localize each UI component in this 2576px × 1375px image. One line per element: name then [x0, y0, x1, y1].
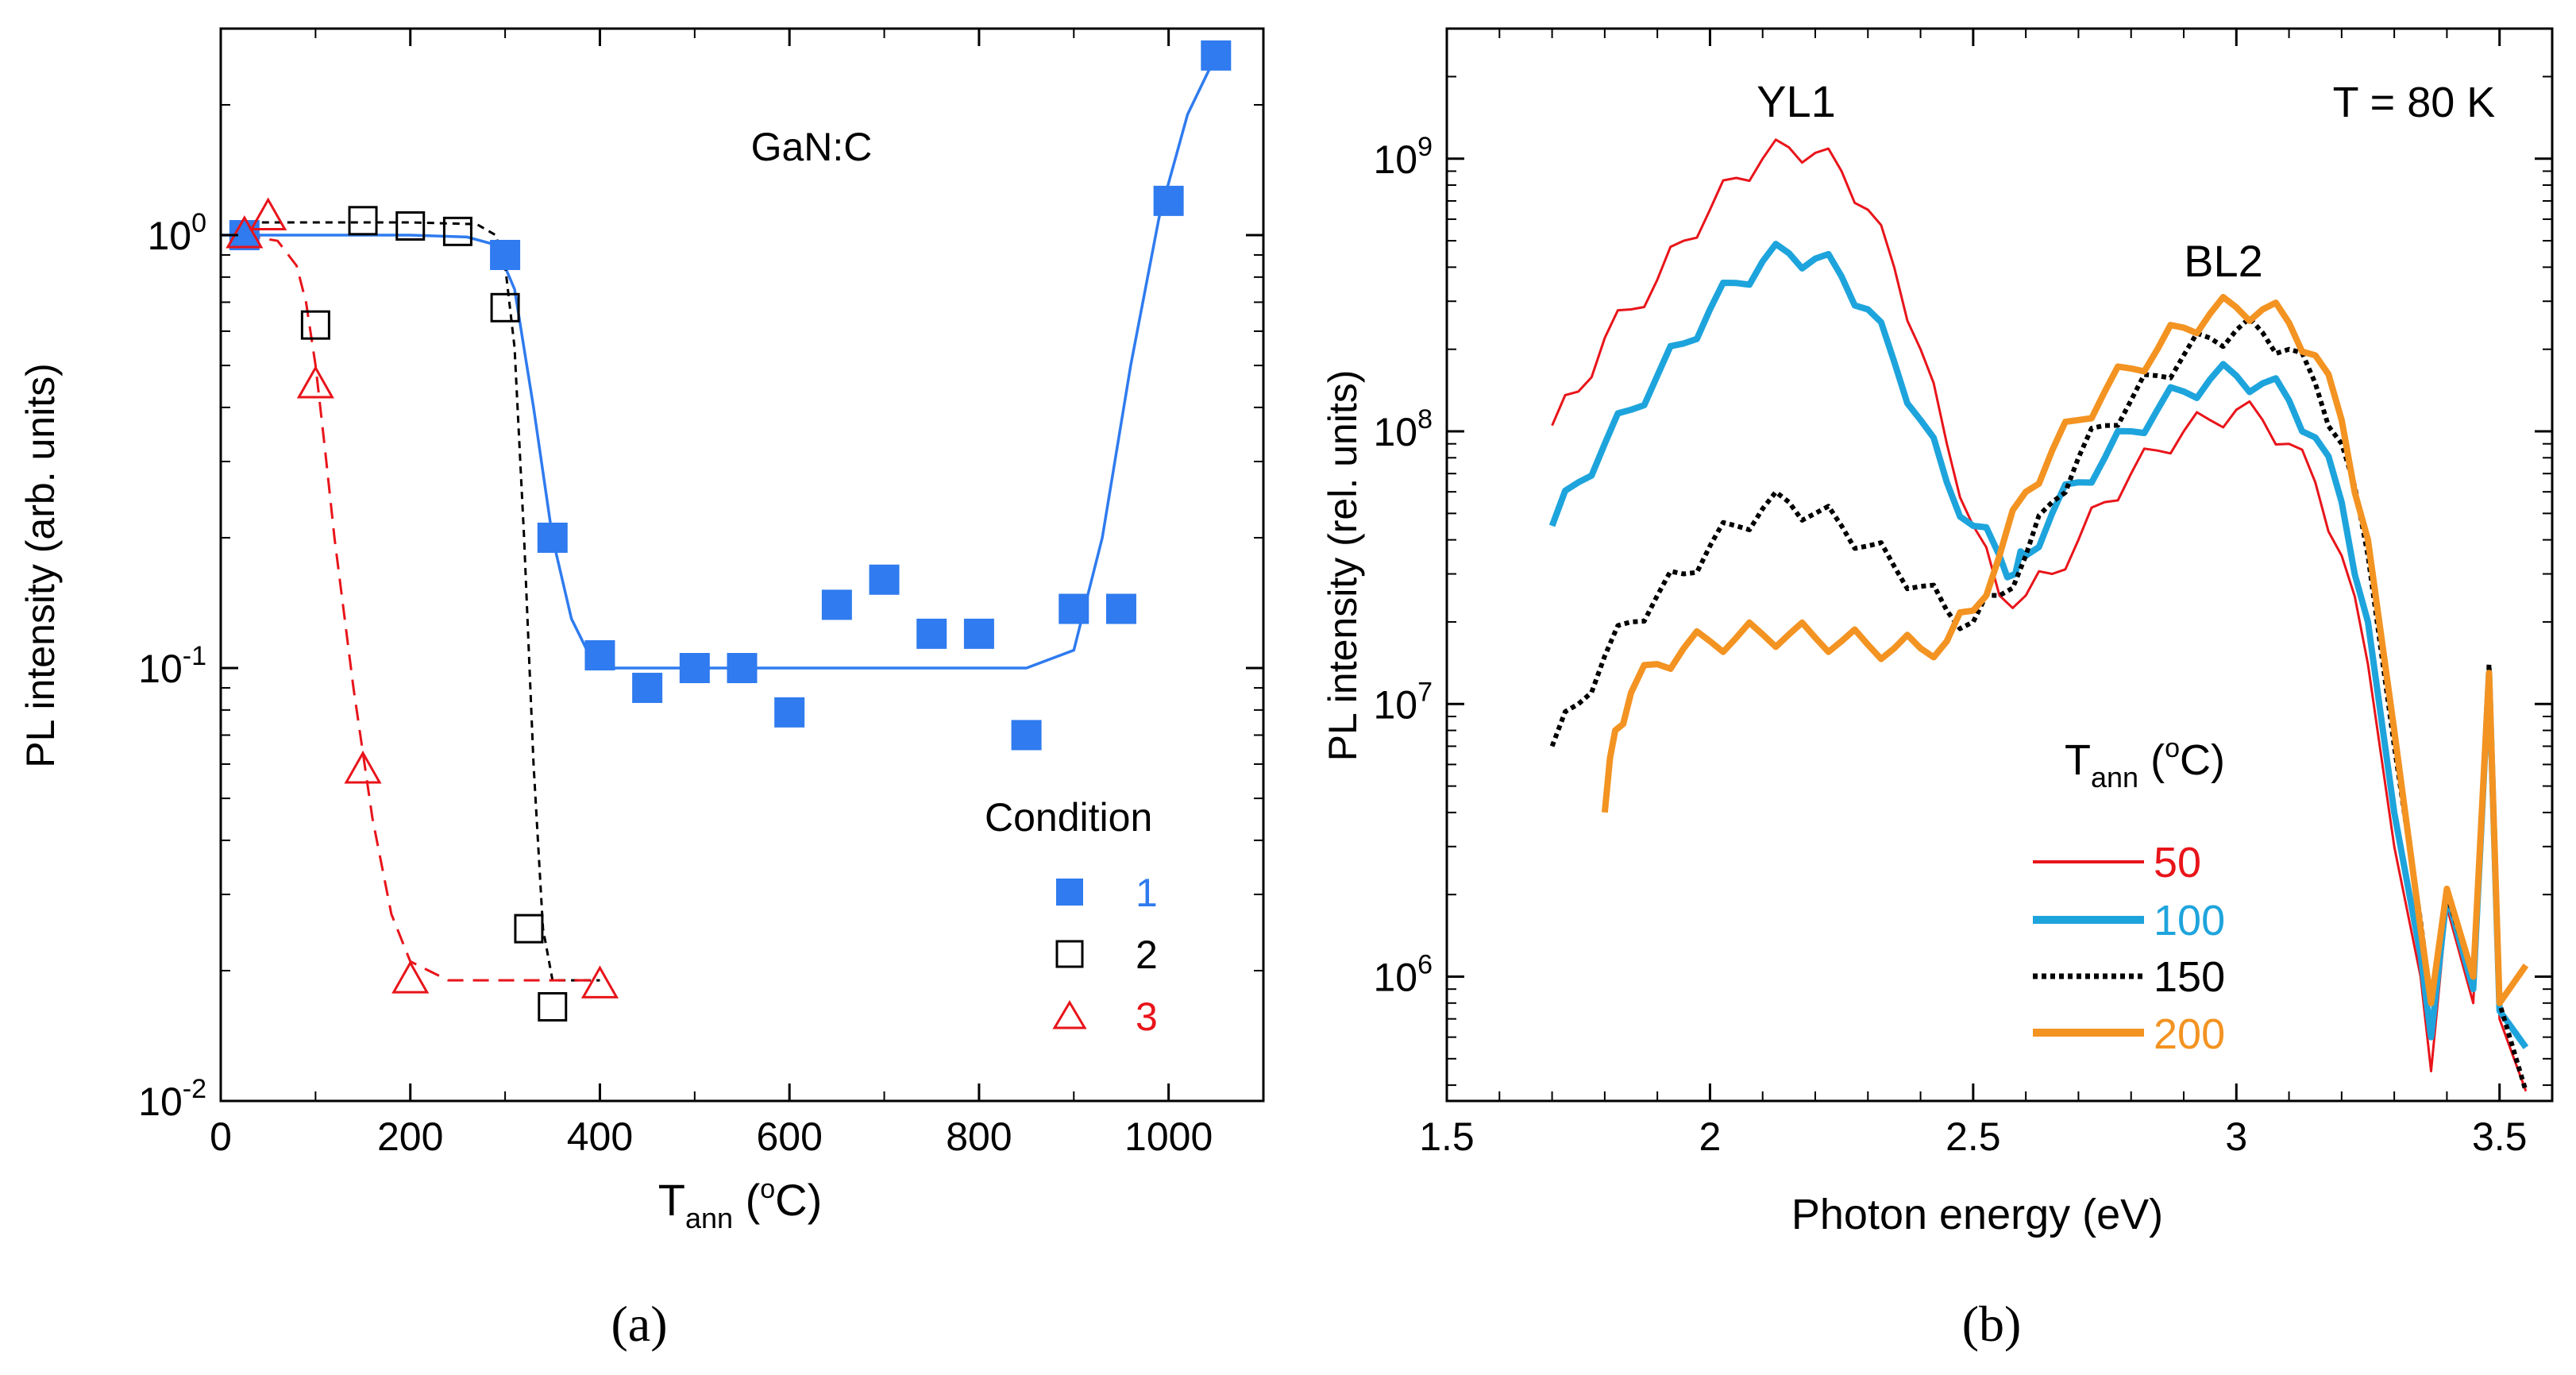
legend-label-3: 3	[1136, 995, 1158, 1039]
spectrum-line-100	[1548, 241, 2529, 1049]
legend-title-b: Tann (oC)	[2065, 733, 2225, 794]
panel-a-frame	[219, 27, 1265, 1103]
panel-b-y-ticks: 106 107 108 109	[1373, 28, 2552, 1087]
marker-series-2-5	[514, 913, 544, 944]
annotation-bl2: BL2	[2184, 236, 2263, 286]
marker-series-1-5	[679, 653, 710, 684]
x-tick-label-a-1000: 1000	[1124, 1114, 1213, 1159]
panel-b: 1.5 2 2.5 3 3.5 106 107 108 109 YL1 BL2 T = 80 …	[1321, 27, 2554, 1238]
marker-series-1-1	[490, 239, 521, 270]
x-tick-label-b-2-5: 2.5	[1945, 1114, 2001, 1159]
legend-marker-2	[1055, 940, 1084, 968]
legend-label-200: 200	[2154, 1010, 2225, 1058]
fit-line-series-2	[249, 221, 600, 982]
panel-b-x-ticks: 1.5 2 2.5 3 3.5	[1419, 29, 2527, 1159]
marker-series-2-4	[490, 292, 520, 323]
marker-series-1-8	[821, 589, 852, 620]
marker-series-1-6	[727, 653, 758, 684]
fit-line-series-1	[221, 55, 1217, 670]
spectrum-line-150	[1549, 315, 2528, 1092]
marker-series-3-5	[580, 965, 619, 998]
panel-a-annotation: GaN:C	[751, 125, 873, 169]
marker-series-2-2	[395, 210, 426, 241]
panel-a: 0 200 400 600 800 1000 10-2 10-1 100 GaN:C PL i…	[18, 27, 1265, 1234]
caption-b: (b)	[1962, 1296, 2022, 1352]
marker-series-2-1	[348, 206, 378, 236]
marker-series-3-1	[249, 197, 287, 230]
y-tick-label-b-8: 108	[1373, 404, 1433, 454]
marker-series-1-15	[1153, 185, 1184, 216]
panel-b-frame	[1445, 27, 2554, 1103]
marker-series-3-0	[226, 214, 264, 249]
legend-marker-3	[1052, 1000, 1087, 1029]
marker-series-1-13	[1059, 593, 1089, 624]
marker-series-1-2	[537, 522, 568, 553]
legend-label-2: 2	[1136, 933, 1158, 977]
x-tick-label-a-800: 800	[946, 1114, 1012, 1159]
x-tick-label-a-200: 200	[377, 1114, 443, 1159]
x-tick-label-a-0: 0	[210, 1114, 232, 1159]
marker-series-3-4	[391, 960, 430, 994]
marker-series-1-10	[916, 618, 947, 649]
y-tick-label-b-6: 106	[1373, 950, 1433, 1000]
panel-a-fit-lines	[221, 55, 1217, 982]
legend-label-100: 100	[2154, 897, 2225, 944]
panel-a-x-axis-label: Tann (oC)	[658, 1174, 823, 1234]
y-tick-label-a--2: 10-2	[138, 1074, 206, 1124]
marker-series-1-9	[869, 564, 900, 595]
marker-series-3-2	[296, 365, 334, 399]
panel-a-y-axis-label: PL intensity (arb. units)	[18, 363, 63, 767]
x-tick-label-a-400: 400	[567, 1114, 633, 1159]
legend-title: Condition	[985, 795, 1152, 840]
panel-a-markers	[226, 40, 1232, 1022]
fit-line-series-3	[244, 234, 600, 982]
marker-series-3-3	[344, 750, 382, 784]
caption-a: (a)	[611, 1296, 667, 1352]
panel-b-x-axis-label: Photon energy (eV)	[1791, 1191, 2163, 1238]
marker-series-1-16	[1201, 40, 1232, 71]
annotation-temperature: T = 80 K	[2333, 79, 2496, 126]
spectrum-line-200	[1601, 294, 2529, 1006]
marker-series-1-3	[584, 639, 615, 670]
legend-marker-1	[1056, 879, 1083, 906]
panel-a-x-ticks: 0 200 400 600 800 1000	[210, 29, 1213, 1159]
marker-series-2-3	[442, 216, 472, 246]
x-tick-label-b-3-5: 3.5	[2472, 1114, 2528, 1159]
marker-series-1-11	[963, 618, 994, 649]
panel-b-legend: Tann (oC) 50 100 150 200	[2033, 733, 2225, 1058]
marker-series-1-4	[632, 672, 663, 703]
legend-label-150: 150	[2154, 953, 2225, 1001]
y-tick-label-b-9: 109	[1373, 132, 1433, 182]
marker-series-1-14	[1105, 593, 1136, 624]
legend-label-50: 50	[2154, 839, 2201, 886]
legend-label-1: 1	[1136, 871, 1158, 915]
annotation-yl1: YL1	[1757, 76, 1836, 126]
marker-series-2-6	[538, 991, 568, 1022]
marker-series-2-0	[300, 310, 330, 340]
x-tick-label-a-600: 600	[756, 1114, 822, 1159]
y-tick-label-a-0: 100	[147, 208, 206, 258]
marker-series-1-12	[1011, 720, 1042, 751]
x-tick-label-b-1-5: 1.5	[1419, 1114, 1475, 1159]
panel-b-spectra	[1548, 138, 2529, 1092]
panel-a-legend: Condition 1 2 3	[985, 795, 1158, 1039]
panel-b-y-axis-label: PL intensity (rel. units)	[1321, 370, 1365, 762]
y-tick-label-b-7: 107	[1373, 677, 1433, 727]
y-tick-label-a--1: 10-1	[138, 641, 206, 691]
x-tick-label-b-3: 3	[2225, 1114, 2247, 1159]
spectrum-line-50	[1551, 138, 2528, 1092]
x-tick-label-b-2: 2	[1699, 1114, 1722, 1159]
marker-series-1-7	[774, 697, 805, 728]
panel-a-y-ticks: 10-2 10-1 100	[138, 28, 1263, 1124]
